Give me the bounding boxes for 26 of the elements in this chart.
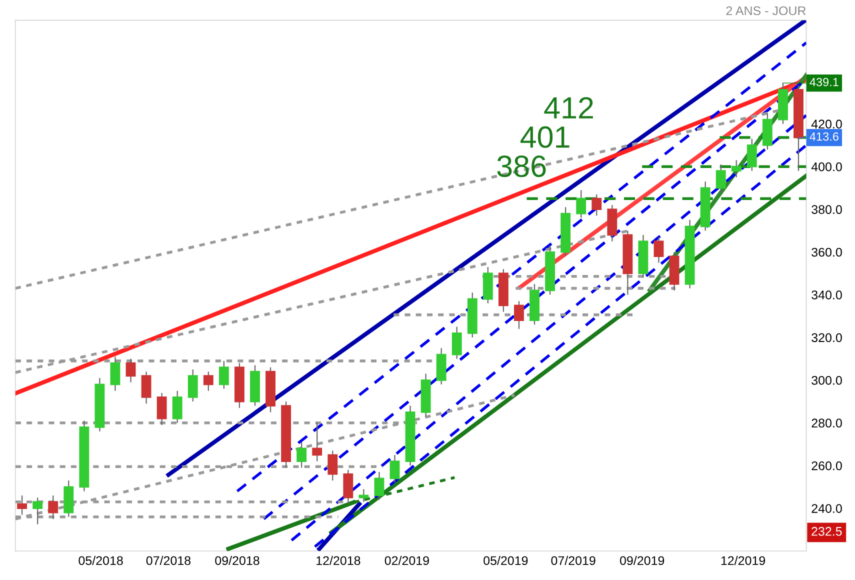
y-tick-label: 300.0	[812, 376, 842, 385]
y-tick-label: 320.0	[812, 333, 842, 342]
y-tick-label: 380.0	[812, 205, 842, 214]
y-tick-label: 240.0	[812, 504, 842, 513]
y-tick-label: 260.0	[812, 461, 842, 470]
annotation: 401	[520, 126, 570, 148]
x-tick-label: 07/2018	[146, 556, 191, 566]
y-tick-label: 420.0	[811, 120, 842, 129]
x-tick-label: 05/2019	[484, 556, 528, 566]
y-tick-label: 280.0	[812, 418, 842, 428]
y-tick-label: 360.0	[812, 248, 842, 257]
chart-subtitle: 2 ANS - JOUR	[726, 6, 806, 16]
annotation: 439.1	[810, 78, 838, 86]
x-tick-label: 12/2019	[721, 556, 766, 566]
x-tick-label: 02/2019	[384, 556, 429, 566]
x-tick-label: 12/2018	[316, 556, 360, 566]
annotation: 412	[544, 97, 593, 118]
annotation: 386	[497, 155, 546, 178]
x-tick-label: 07/2019	[551, 556, 596, 566]
x-tick-label: 09/2019	[620, 556, 664, 566]
y-tick-label: 400.0	[811, 162, 842, 172]
annotation: 413.6	[810, 132, 838, 141]
y-tick-label: 340.0	[812, 290, 842, 300]
x-tick-label: 05/2018	[78, 556, 123, 566]
text: 232.5	[812, 526, 842, 536]
x-tick-label: 09/2018	[215, 556, 260, 566]
